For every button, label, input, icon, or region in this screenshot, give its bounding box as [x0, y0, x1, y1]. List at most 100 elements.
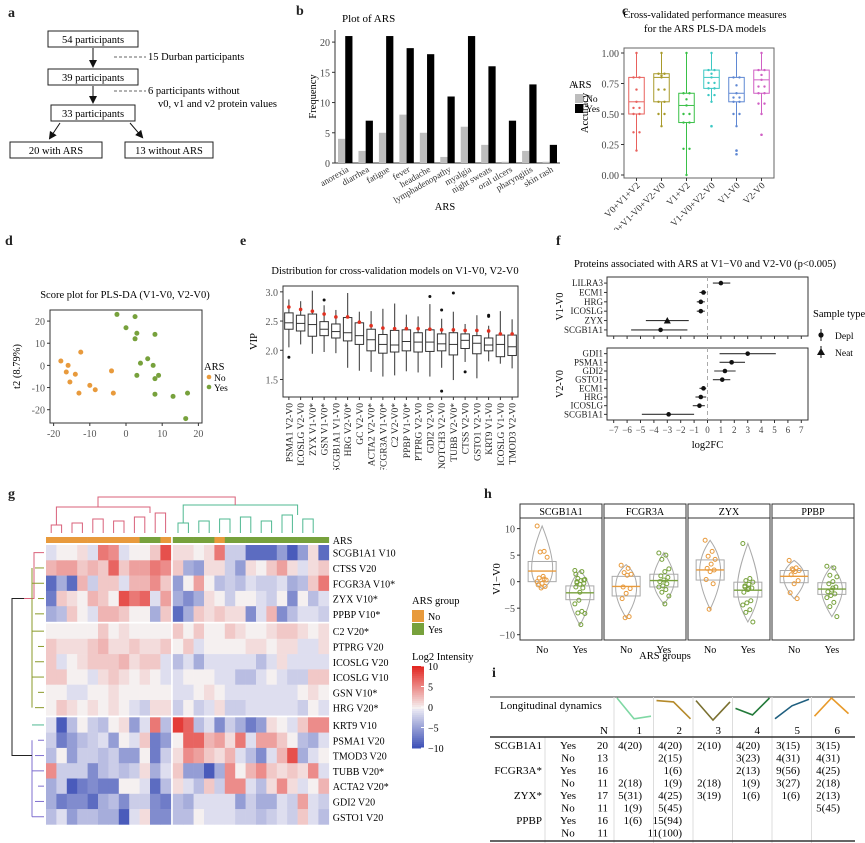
exclusion-text: 6 participants without [148, 86, 240, 97]
heatmap-cell [98, 747, 109, 764]
heatmap-cell [214, 545, 226, 561]
heatmap-cell [129, 654, 140, 670]
heatmap-cell [287, 809, 298, 825]
facet-strip-label: ZYX [719, 507, 740, 518]
legend-title: ARS [569, 80, 575, 91]
data-point-no [788, 572, 794, 578]
data-point-no [621, 570, 627, 576]
heatmap-cell [160, 747, 172, 764]
heatmap-cell [77, 778, 88, 795]
facet-strip-label: FCGR3A [626, 507, 665, 518]
header-label: Longitudinal dynamics [500, 700, 602, 712]
heatmap-cell [235, 747, 246, 764]
protein-label: SCGB1A1 [564, 409, 603, 419]
data-point [632, 131, 635, 134]
ars-annotation-cell [66, 537, 78, 543]
x-tick-label: ICOSLG V1-V0 [497, 403, 507, 466]
x-tick-label: -20 [47, 429, 60, 440]
heatmap-cell [183, 809, 194, 825]
y-tick-label: 15 [320, 68, 330, 79]
heatmap-cell [46, 623, 57, 640]
y-tick-label: 5 [325, 129, 330, 140]
heatmap-cell [118, 654, 130, 670]
heatmap-cell [235, 575, 246, 592]
ars-annotation-cell [235, 537, 246, 543]
heatmap-cell [98, 575, 109, 592]
data-point [635, 88, 638, 91]
box [460, 333, 470, 350]
heatmap-cell [193, 575, 205, 592]
data-point [760, 112, 763, 116]
heatmap-cell [160, 717, 172, 733]
heatmap-cell [183, 763, 194, 779]
legend-label: No [214, 374, 226, 384]
heatmap-cell [108, 606, 120, 622]
scatter-point-no [110, 390, 116, 396]
column-dendrogram-branch [281, 514, 293, 533]
legend-label: No [428, 612, 440, 623]
heatmap-cell [308, 669, 319, 685]
heatmap-cell [56, 809, 68, 825]
bar-yes [386, 36, 394, 163]
scatter-point-yes [152, 376, 158, 382]
heatmap-cell [318, 747, 330, 764]
heatmap-cell [172, 669, 184, 685]
y-tick-label: 0.50 [602, 110, 620, 121]
box [284, 312, 294, 330]
heatmap-cell [150, 590, 161, 607]
data-point [735, 51, 738, 55]
heatmap-cell [46, 575, 57, 592]
heatmap-cell [256, 560, 267, 576]
data-point-yes [742, 583, 748, 589]
heatmap-cell [160, 778, 172, 795]
x-tick-label: ZYX V1-V0* [309, 403, 319, 456]
color-scale-step [412, 684, 424, 687]
heatmap-cell [276, 700, 288, 716]
heatmap-cell [276, 560, 288, 576]
data-point [638, 76, 641, 79]
heatmap-cell [193, 669, 205, 685]
heatmap-cell [276, 778, 288, 795]
bar-no [378, 132, 387, 163]
heatmap-cell [297, 793, 309, 810]
heatmap-cell [308, 747, 319, 764]
heatmap-cell [245, 606, 257, 622]
data-point-no [534, 523, 540, 529]
heatmap-cell [139, 638, 151, 655]
heatmap-cell [56, 747, 68, 764]
heatmap-cell [193, 560, 205, 576]
heatmap-cell [204, 763, 215, 779]
data-point-no [791, 581, 797, 587]
data-point [685, 98, 688, 101]
heatmap-cell [308, 545, 319, 561]
column-dendrogram-branch [219, 518, 231, 533]
heatmap-cell [66, 684, 78, 701]
data-point-no [618, 562, 624, 568]
bar-yes [508, 120, 517, 163]
data-point-no [790, 567, 796, 573]
y-tick-label: 0.25 [602, 141, 620, 152]
heatmap-cell [56, 684, 68, 701]
data-point [757, 92, 760, 95]
data-point-yes [740, 602, 746, 608]
color-scale-step [412, 688, 424, 692]
color-scale-step [412, 711, 424, 714]
heatmap-cell [245, 700, 257, 716]
data-point-no [624, 572, 630, 578]
heatmap-cell [276, 684, 288, 701]
heatmap-cell [318, 700, 330, 716]
heatmap-cell [256, 606, 267, 622]
data-point [635, 100, 638, 104]
x-tick-label: 6 [786, 425, 791, 435]
heatmap-cell [256, 732, 267, 749]
y-tick-label: 20 [320, 38, 330, 49]
violin-outline [736, 541, 759, 623]
data-point [763, 102, 766, 105]
x-axis-label: ARS groups [639, 651, 691, 662]
y-tick-label: 5 [510, 551, 515, 562]
heatmap-cell [172, 623, 184, 640]
data-point-no [795, 578, 801, 584]
color-scale-step [412, 729, 424, 733]
heatmap-cell [287, 747, 298, 764]
heatmap-cell [129, 638, 140, 655]
